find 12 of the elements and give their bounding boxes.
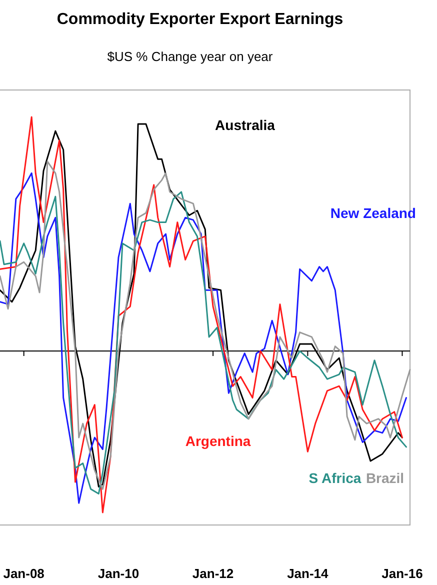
x-tick-label: Jan-08 bbox=[3, 566, 44, 581]
text: Argentina bbox=[185, 433, 251, 449]
text: Brazil bbox=[366, 470, 404, 486]
x-tick-label: Jan-12 bbox=[192, 566, 234, 581]
x-tick-label: Jan-16 bbox=[382, 566, 423, 581]
x-tick-label: Jan-10 bbox=[98, 566, 140, 581]
chart-title: Commodity Exporter Export Earnings bbox=[56, 11, 344, 28]
text: New Zealand bbox=[330, 205, 416, 221]
x-tick-label: Jan-14 bbox=[287, 566, 330, 581]
text: Australia bbox=[215, 117, 276, 133]
text: S Africa bbox=[308, 470, 362, 486]
chart-subtitle: $US % Change year on year bbox=[107, 49, 274, 64]
